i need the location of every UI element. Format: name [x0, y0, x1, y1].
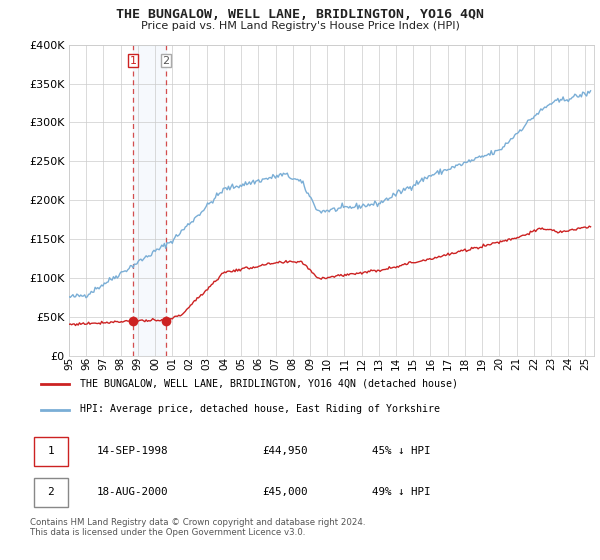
Text: 45% ↓ HPI: 45% ↓ HPI — [372, 446, 431, 456]
Text: 1: 1 — [47, 446, 55, 456]
Text: £45,000: £45,000 — [262, 487, 307, 497]
Text: £44,950: £44,950 — [262, 446, 307, 456]
Text: HPI: Average price, detached house, East Riding of Yorkshire: HPI: Average price, detached house, East… — [80, 404, 440, 414]
Text: Price paid vs. HM Land Registry's House Price Index (HPI): Price paid vs. HM Land Registry's House … — [140, 21, 460, 31]
Bar — [34, 437, 68, 466]
Bar — [133, 45, 166, 356]
Text: 14-SEP-1998: 14-SEP-1998 — [96, 446, 168, 456]
Text: 2: 2 — [47, 487, 55, 497]
Text: 1: 1 — [130, 55, 136, 66]
Text: THE BUNGALOW, WELL LANE, BRIDLINGTON, YO16 4QN (detached house): THE BUNGALOW, WELL LANE, BRIDLINGTON, YO… — [80, 379, 458, 389]
Text: THE BUNGALOW, WELL LANE, BRIDLINGTON, YO16 4QN: THE BUNGALOW, WELL LANE, BRIDLINGTON, YO… — [116, 8, 484, 21]
Text: 49% ↓ HPI: 49% ↓ HPI — [372, 487, 431, 497]
Text: Contains HM Land Registry data © Crown copyright and database right 2024.
This d: Contains HM Land Registry data © Crown c… — [30, 518, 365, 538]
Text: 18-AUG-2000: 18-AUG-2000 — [96, 487, 168, 497]
Text: 2: 2 — [162, 55, 169, 66]
Bar — [34, 478, 68, 507]
